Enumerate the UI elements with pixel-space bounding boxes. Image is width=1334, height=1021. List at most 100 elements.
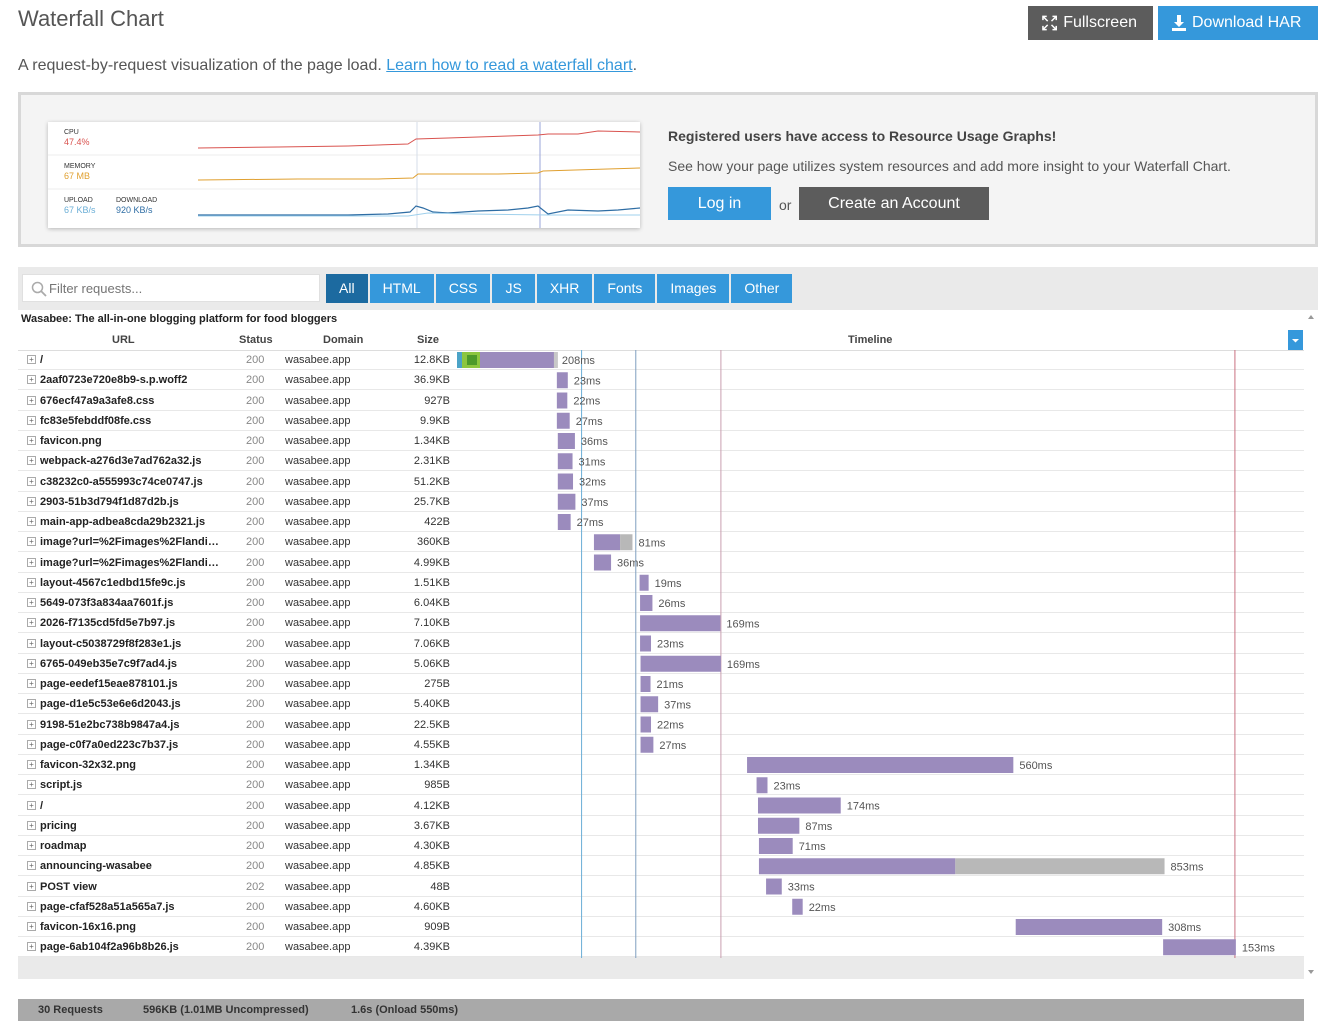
domain-column-header[interactable]: Domain: [323, 334, 364, 346]
fullscreen-button[interactable]: Fullscreen: [1028, 6, 1153, 40]
download-value: 920 KB/s: [116, 205, 153, 215]
expand-icon[interactable]: +: [27, 496, 36, 506]
request-size: 1.34KB: [413, 435, 450, 447]
tab-xhr[interactable]: XHR: [536, 274, 593, 303]
filter-requests-input[interactable]: [49, 275, 314, 301]
request-domain: wasabee.app: [285, 799, 351, 812]
table-row[interactable]: + image?url=%2Fimages%2Flanding... 200 wasa…: [18, 532, 1304, 553]
request-size: 1.51KB: [413, 576, 450, 589]
table-row[interactable]: + main-app-adbea8cda29b2321.js 200 wasabee.…: [18, 512, 1304, 532]
table-row[interactable]: +5649-073f3a834aa7601f.js 200 wasabee.app 6…: [18, 593, 1304, 613]
table-row[interactable]: + page-cfaf528a51a565a7.js 200 wasabee.app 4…: [18, 897, 1304, 917]
expand-icon[interactable]: +: [27, 517, 36, 526]
table-row[interactable]: + script.js 200 wasabee.app 985B: [18, 775, 1304, 796]
promo-heading: Registered users have access to Resource…: [668, 128, 1057, 144]
table-row[interactable]: + fc83e5febddf08fe.css 200 wasabee.app 9.9KB: [18, 411, 1304, 431]
table-row[interactable]: + page-c0f7a0ed223c7b37.js 200 wasabee.app 4…: [18, 735, 1304, 755]
learn-waterfall-link[interactable]: Learn how to read a waterfall chart: [386, 57, 633, 74]
table-row[interactable]: +2026-f7135cd5fd5e7b97.js 200 wasabee.app 7…: [18, 613, 1304, 634]
timeline-options-dropdown[interactable]: [1288, 330, 1303, 350]
expand-icon[interactable]: +: [27, 942, 36, 952]
table-row[interactable]: +9198-51e2bc738b9847a4.js 200 wasabee.app 2…: [18, 715, 1304, 735]
expand-icon[interactable]: +: [27, 800, 36, 810]
table-row[interactable]: +6765-049eb35e7c9f7ad4.js 200 wasabee.app 5…: [18, 654, 1304, 674]
request-status: 200: [246, 394, 265, 407]
expand-icon[interactable]: +: [27, 598, 36, 607]
expand-icon[interactable]: +: [27, 618, 36, 628]
expand-icon[interactable]: +: [27, 557, 36, 567]
expand-icon[interactable]: +: [27, 841, 36, 850]
request-status: 200: [246, 921, 265, 933]
expand-icon[interactable]: +: [27, 820, 36, 830]
expand-icon[interactable]: +: [27, 395, 36, 405]
tab-js[interactable]: JS: [492, 274, 535, 303]
table-row[interactable]: + favicon.png 200 wasabee.app 1.34KB: [18, 431, 1304, 451]
timeline-column-header[interactable]: Timeline: [848, 334, 893, 346]
size-column-header[interactable]: Size: [417, 334, 440, 346]
table-row[interactable]: + c38232c0-a555993c74ce0747.js 200 wasabee.…: [18, 472, 1304, 492]
duration-label: 169ms: [726, 618, 760, 630]
create-account-button[interactable]: Create an Account: [799, 187, 989, 220]
expand-icon[interactable]: +: [27, 679, 36, 688]
request-status: 200: [246, 536, 265, 549]
tab-css[interactable]: CSS: [435, 274, 491, 303]
url-column-header[interactable]: URL: [112, 334, 135, 346]
waterfall-bar: [766, 878, 782, 895]
expand-icon[interactable]: +: [27, 861, 36, 871]
expand-icon[interactable]: +: [27, 760, 36, 769]
table-row[interactable]: + image?url=%2Fimages%2Flanding... 200 wasa…: [18, 553, 1304, 573]
download-har-button[interactable]: Download HAR: [1158, 6, 1318, 40]
tab-images[interactable]: Images: [657, 274, 730, 303]
waterfall-bar: [640, 635, 652, 652]
expand-icon[interactable]: +: [27, 456, 36, 466]
expand-icon[interactable]: +: [27, 638, 36, 648]
vertical-scrollbar[interactable]: [1304, 310, 1318, 979]
table-row[interactable]: + page-d1e5c53e6e6d2043.js 200 wasabee.app 5…: [18, 694, 1304, 715]
expand-icon[interactable]: +: [27, 476, 36, 486]
expand-icon[interactable]: +: [27, 719, 36, 729]
table-row[interactable]: + webpack-a276d3e7ad762a32.js 200 wasabee.a…: [18, 451, 1304, 472]
expand-icon[interactable]: +: [27, 415, 36, 425]
tab-fonts[interactable]: Fonts: [594, 274, 656, 303]
expand-icon[interactable]: +: [27, 658, 36, 668]
table-row[interactable]: + announcing-wasabee 200 wasabee.app 4.85KB: [18, 856, 1304, 877]
scroll-down-icon[interactable]: [1308, 970, 1314, 974]
tab-other[interactable]: Other: [731, 274, 793, 303]
table-row[interactable]: +2903-51b3d794f1d87d2b.js 200 wasabee.app 2…: [18, 492, 1304, 512]
table-row[interactable]: + favicon-32x32.png 200 wasabee.app 1.34KB: [18, 755, 1304, 775]
request-status: 200: [246, 799, 265, 812]
status-column-header[interactable]: Status: [239, 334, 273, 346]
ssl-segment: [467, 355, 477, 365]
scroll-up-icon[interactable]: [1308, 315, 1314, 319]
table-row[interactable]: +2aaf0723e720e8b9-s.p.woff2 200 wasabee.ap…: [18, 370, 1304, 391]
tab-html[interactable]: HTML: [369, 274, 434, 303]
table-row[interactable]: + page-6ab104f2a96b8b26.js 200 wasabee.app 4…: [18, 937, 1304, 958]
table-row[interactable]: + page-eedef15eae878101.js 200 wasabee.app 2…: [18, 674, 1304, 694]
table-row[interactable]: + roadmap 200 wasabee.app 4.30KB: [18, 836, 1304, 856]
table-row[interactable]: + layout-c5038729f8f283e1.js 200 wasabee.ap…: [18, 634, 1304, 654]
expand-icon[interactable]: +: [27, 780, 36, 790]
table-row[interactable]: + layout-4567c1edbd15fe9c.js 200 wasabee.ap…: [18, 573, 1304, 593]
expand-icon[interactable]: +: [27, 537, 36, 547]
table-row[interactable]: +676ecf47a9a3afe8.css 200 wasabee.app 927B: [18, 391, 1304, 411]
expand-icon[interactable]: +: [27, 355, 36, 364]
receive-segment: [553, 352, 558, 368]
table-row[interactable]: + favicon-16x16.png 200 wasabee.app 909B: [18, 917, 1304, 937]
table-row[interactable]: +/200 wasabee.app 4.12KB: [18, 796, 1304, 816]
expand-icon[interactable]: +: [27, 922, 36, 931]
login-button[interactable]: Log in: [668, 187, 771, 220]
request-domain: wasabee.app: [285, 597, 351, 609]
expand-icon[interactable]: +: [27, 901, 36, 911]
tab-all[interactable]: All: [326, 274, 368, 303]
table-row[interactable]: + pricing 200 wasabee.app 3.67KB: [18, 816, 1304, 836]
expand-icon[interactable]: +: [27, 375, 36, 385]
table-row[interactable]: +/200 wasabee.app 12.8KB: [18, 350, 1304, 370]
expand-icon[interactable]: +: [27, 577, 36, 587]
expand-icon[interactable]: +: [27, 699, 36, 709]
expand-icon[interactable]: +: [27, 436, 36, 445]
table-row[interactable]: + POST view 202 wasabee.app 48B: [18, 877, 1304, 897]
type-tabs: All HTML CSS JS XHR Fonts Images Other: [326, 274, 793, 303]
expand-icon[interactable]: +: [27, 881, 36, 891]
expand-icon[interactable]: +: [27, 739, 36, 749]
request-size: 927B: [424, 394, 450, 407]
